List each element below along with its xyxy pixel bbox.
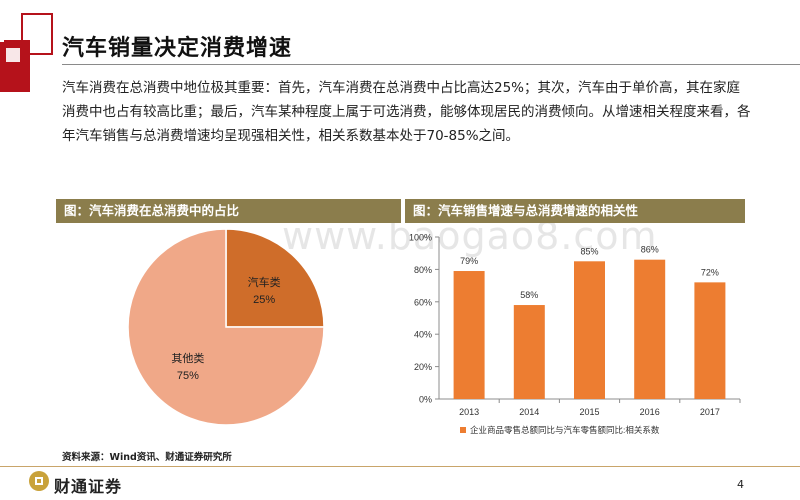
bar-2014 xyxy=(513,305,545,399)
x-tick-label: 2013 xyxy=(459,407,479,417)
x-tick-label: 2016 xyxy=(640,407,660,417)
y-tick-label: 40% xyxy=(414,330,432,340)
y-tick-label: 80% xyxy=(414,265,432,275)
y-tick-label: 20% xyxy=(414,362,432,372)
legend-swatch xyxy=(460,427,466,433)
right-panel-header: 图：汽车销售增速与总消费增速的相关性 xyxy=(405,199,745,223)
x-tick-label: 2015 xyxy=(579,407,599,417)
bar-data-label: 79% xyxy=(460,256,478,266)
bar-chart: 0% 20% 40% 60% 80% 100% 79% 2013 58% 2014 85% 2015 8… xyxy=(409,233,741,435)
corner-logo-icon xyxy=(0,13,53,92)
left-panel-header: 图：汽车消费在总消费中的占比 xyxy=(56,199,401,223)
bar-data-label: 85% xyxy=(580,246,598,256)
bar-2016 xyxy=(634,259,666,399)
source-note: 资料来源：Wind资讯、财通证券研究所 xyxy=(62,452,232,463)
title-divider xyxy=(62,64,800,65)
y-tick-label: 0% xyxy=(419,395,432,405)
bar-data-label: 58% xyxy=(520,290,538,300)
x-tick-label: 2014 xyxy=(519,407,539,417)
pie-label-0: 汽车类 xyxy=(248,275,281,289)
intro-paragraph: 汽车消费在总消费中地位极其重要：首先，汽车消费在总消费中占比高达25%；其次，汽… xyxy=(62,80,751,144)
bar-data-label: 72% xyxy=(701,267,719,277)
pie-chart: 汽车类 25% 其他类 75% xyxy=(127,228,325,426)
pie-slice-1 xyxy=(127,228,325,426)
pie-slice-0 xyxy=(225,228,325,328)
legend-label: 企业商品零售总额同比与汽车零售额同比:相关系数 xyxy=(470,425,660,435)
bar-data-label: 86% xyxy=(641,245,659,255)
pie-label-1: 其他类 xyxy=(171,351,204,365)
pie-value-0: 25% xyxy=(253,294,275,306)
bar-2015 xyxy=(574,261,605,399)
page-title: 汽车销量决定消费增速 xyxy=(62,36,293,61)
footer-divider xyxy=(0,466,800,467)
brand-logo-icon xyxy=(29,471,49,491)
x-tick-label: 2017 xyxy=(700,407,720,417)
page-number: 4 xyxy=(737,478,744,491)
bar-2013 xyxy=(453,271,485,399)
y-tick-label: 100% xyxy=(409,233,432,243)
y-tick-label: 60% xyxy=(414,297,432,307)
pie-value-1: 75% xyxy=(177,370,199,382)
brand-name: 财通证券 xyxy=(54,477,123,496)
bar-2017 xyxy=(694,282,726,399)
